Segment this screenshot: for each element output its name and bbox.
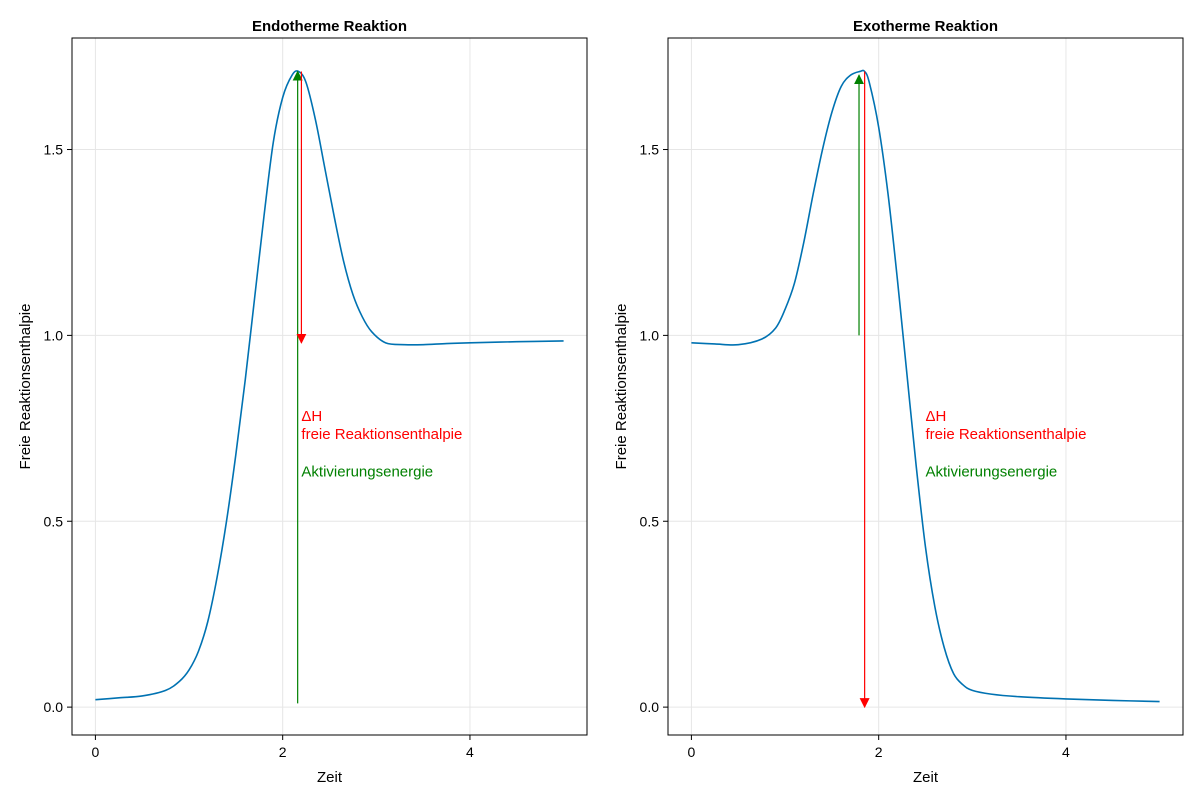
y-tick-label: 0.0 (44, 699, 64, 715)
x-axis-label: Zeit (317, 769, 343, 786)
series-line-1 (95, 70, 564, 701)
y-axis-label: Freie Reaktionsenthalpie (17, 304, 34, 470)
annotation-line: freie Reaktionsenthalpie (926, 426, 1087, 443)
x-axis-label: Zeit (913, 769, 939, 786)
y-tick-label: 1.0 (640, 327, 660, 343)
plot-frame (667, 37, 1184, 736)
x-tick-label: 0 (92, 744, 100, 760)
x-tick-label: 4 (466, 744, 474, 760)
annotation-text-2: Aktivierungsenergie (301, 464, 433, 481)
annotation-line: ΔH (926, 408, 947, 425)
annotation-text-1: ΔH freie Reaktionsenthalpie (926, 408, 1087, 443)
y-tick-label: 0.5 (640, 513, 660, 529)
annotation-line: Aktivierungsenergie (926, 464, 1058, 481)
chart-panel-2: 0 2 4 0.0 0.5 1.0 1.5 Exotherme Reaktion Zeit Fre… (613, 18, 1184, 786)
annotation-line: Aktivierungsenergie (301, 464, 433, 481)
annotation-text-1: ΔH freie Reaktionsenthalpie (301, 408, 462, 443)
x-tick-label: 2 (279, 744, 287, 760)
annotation-line: ΔH (301, 408, 322, 425)
x-tick-label: 0 (688, 744, 696, 760)
x-tick-label: 4 (1062, 744, 1070, 760)
y-tick-label: 0.0 (640, 699, 660, 715)
y-tick-label: 1.0 (44, 327, 64, 343)
y-tick-label: 1.5 (640, 142, 660, 158)
chart-panel-1: 0 2 4 0.0 0.5 1.0 1.5 Endotherme Reaktion Zeit Fr… (17, 18, 588, 786)
x-tick-label: 2 (875, 744, 883, 760)
y-tick-label: 1.5 (44, 142, 64, 158)
chart-title: Endotherme Reaktion (252, 18, 407, 35)
plot-frame (71, 37, 588, 736)
series-line-1 (691, 69, 1160, 703)
y-tick-label: 0.5 (44, 513, 64, 529)
y-axis-label: Freie Reaktionsenthalpie (613, 304, 630, 470)
annotation-line: freie Reaktionsenthalpie (301, 426, 462, 443)
annotation-text-2: Aktivierungsenergie (926, 464, 1058, 481)
chart-title: Exotherme Reaktion (853, 18, 998, 35)
